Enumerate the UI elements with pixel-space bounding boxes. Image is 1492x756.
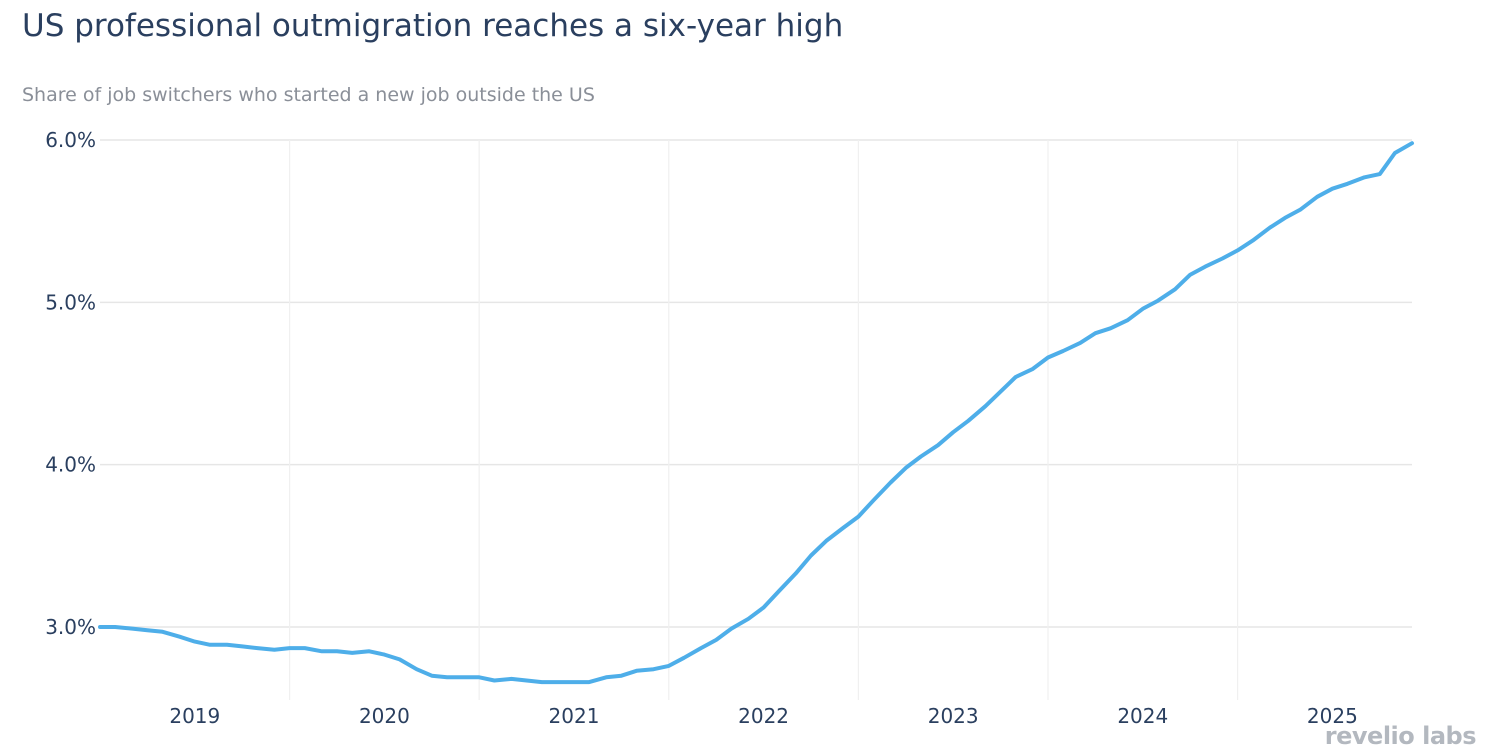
x-tick-label: 2020 [359,704,410,728]
x-tick-label: 2024 [1117,704,1168,728]
series-layer [98,141,1414,685]
series-line [98,141,1414,685]
y-tick-label: 4.0% [45,453,96,477]
y-tick-label: 5.0% [45,290,96,314]
x-tick-label: 2025 [1307,704,1358,728]
chart-title: US professional outmigration reaches a s… [22,8,844,44]
grid-layer [100,139,1412,700]
revelio-labs-logo: revelio labs [1324,722,1477,750]
x-axis-ticks: 2019 2020 2021 2022 2023 2024 2025 [169,704,1357,728]
y-axis-ticks: 3.0% 4.0% 5.0% 6.0% [45,128,96,639]
x-tick-label: 2023 [928,704,979,728]
chart-subtitle: Share of job switchers who started a new… [22,84,595,106]
x-tick-label: 2019 [169,704,220,728]
x-tick-label: 2022 [738,704,789,728]
x-tick-label: 2021 [549,704,600,728]
y-tick-label: 6.0% [45,128,96,152]
y-tick-label: 3.0% [45,615,96,639]
